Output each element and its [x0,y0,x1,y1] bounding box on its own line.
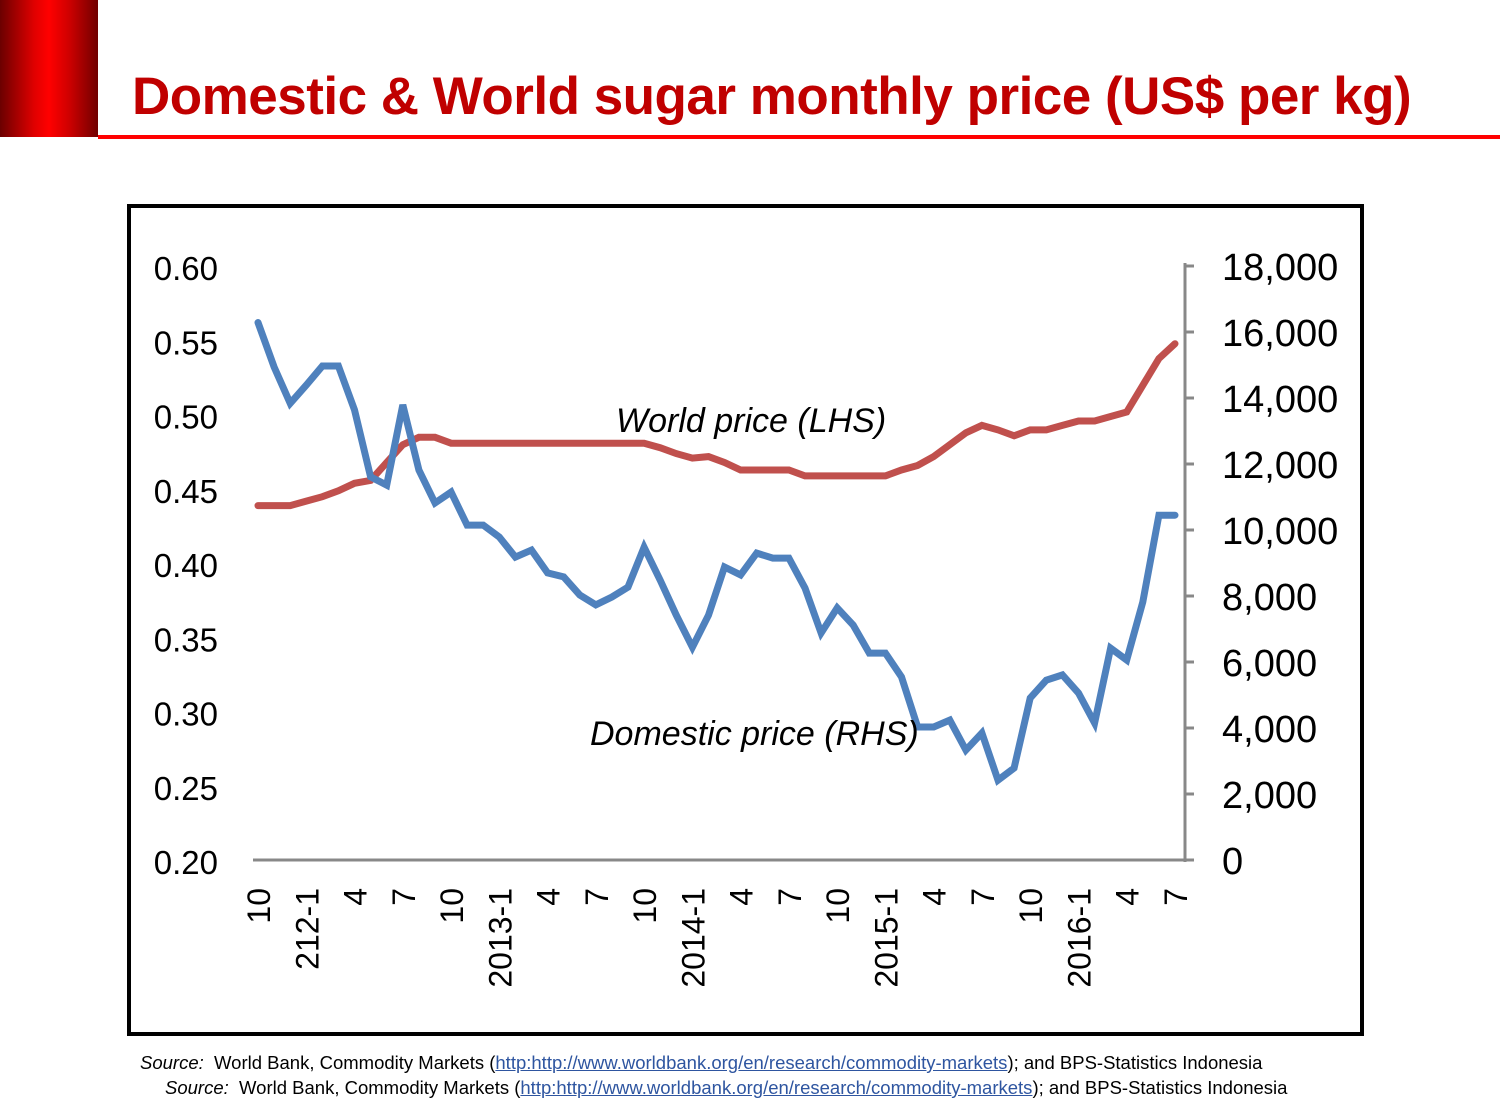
source-text-end: ); and BPS-Statistics Indonesia [1007,1052,1263,1073]
x-tick-label: 212-1 [289,888,325,970]
x-tick-label: 2013-1 [482,888,518,988]
left-y-tick-label: 0.55 [154,324,218,361]
left-y-tick-label: 0.20 [154,844,218,881]
x-tick-label: 7 [772,888,808,906]
right-y-tick-label: 16,000 [1222,313,1338,355]
x-tick-label: 4 [1110,888,1146,906]
x-tick-label: 10 [241,888,277,924]
domestic-price-line [254,319,1179,786]
source-text-end: ); and BPS-Statistics Indonesia [1032,1077,1288,1098]
x-tick-label: 7 [965,888,1001,906]
x-tick-label: 2016-1 [1061,888,1097,988]
x-tick-label: 10 [627,888,663,924]
x-tick-label: 7 [1158,888,1194,906]
world-price-label: World price (LHS) [616,402,886,440]
right-y-tick-label: 8,000 [1222,577,1317,619]
x-tick-label: 4 [531,888,567,906]
decorative-side-bar [0,0,98,137]
page-title: Domestic & World sugar monthly price (US… [132,67,1412,126]
x-tick-label: 4 [917,888,953,906]
right-y-tick-label: 0 [1222,841,1243,883]
left-y-tick-label: 0.40 [154,547,218,584]
x-tick-label: 10 [434,888,470,924]
right-y-tick-label: 18,000 [1222,247,1338,289]
source-text: World Bank, Commodity Markets ( [228,1077,521,1098]
right-y-tick-label: 2,000 [1222,775,1317,817]
x-tick-label: 7 [579,888,615,906]
x-tick-label: 10 [1013,888,1049,924]
x-tick-label: 4 [724,888,760,906]
x-tick-label: 2014-1 [675,888,711,988]
right-y-tick-label: 12,000 [1222,445,1338,487]
right-y-tick-label: 14,000 [1222,379,1338,421]
source-line-2: Source: World Bank, Commodity Markets (h… [165,1077,1287,1099]
left-y-tick-label: 0.50 [154,399,218,436]
left-y-tick-label: 0.60 [154,250,218,287]
right-y-tick-label: 6,000 [1222,643,1317,685]
x-tick-label: 10 [820,888,856,924]
source-label: Source: [140,1052,204,1073]
chart-frame [127,204,1364,1036]
domestic-price-label: Domestic price (RHS) [590,715,919,753]
left-y-tick-label: 0.30 [154,696,218,733]
source-link[interactable]: http:http://www.worldbank.org/en/researc… [520,1077,1033,1098]
x-tick-label: 7 [386,888,422,906]
x-tick-label: 4 [338,888,374,906]
right-y-tick-label: 4,000 [1222,709,1317,751]
x-tick-label: 2015-1 [868,888,904,988]
title-divider [98,135,1500,139]
source-label: Source: [165,1077,229,1098]
left-y-tick-label: 0.25 [154,770,218,807]
source-link[interactable]: http:http://www.worldbank.org/en/researc… [495,1052,1008,1073]
right-y-tick-label: 10,000 [1222,511,1338,553]
source-text: World Bank, Commodity Markets ( [203,1052,496,1073]
source-line-1: Source: World Bank, Commodity Markets (h… [140,1052,1262,1074]
left-y-tick-label: 0.45 [154,473,218,510]
left-y-tick-label: 0.35 [154,621,218,658]
